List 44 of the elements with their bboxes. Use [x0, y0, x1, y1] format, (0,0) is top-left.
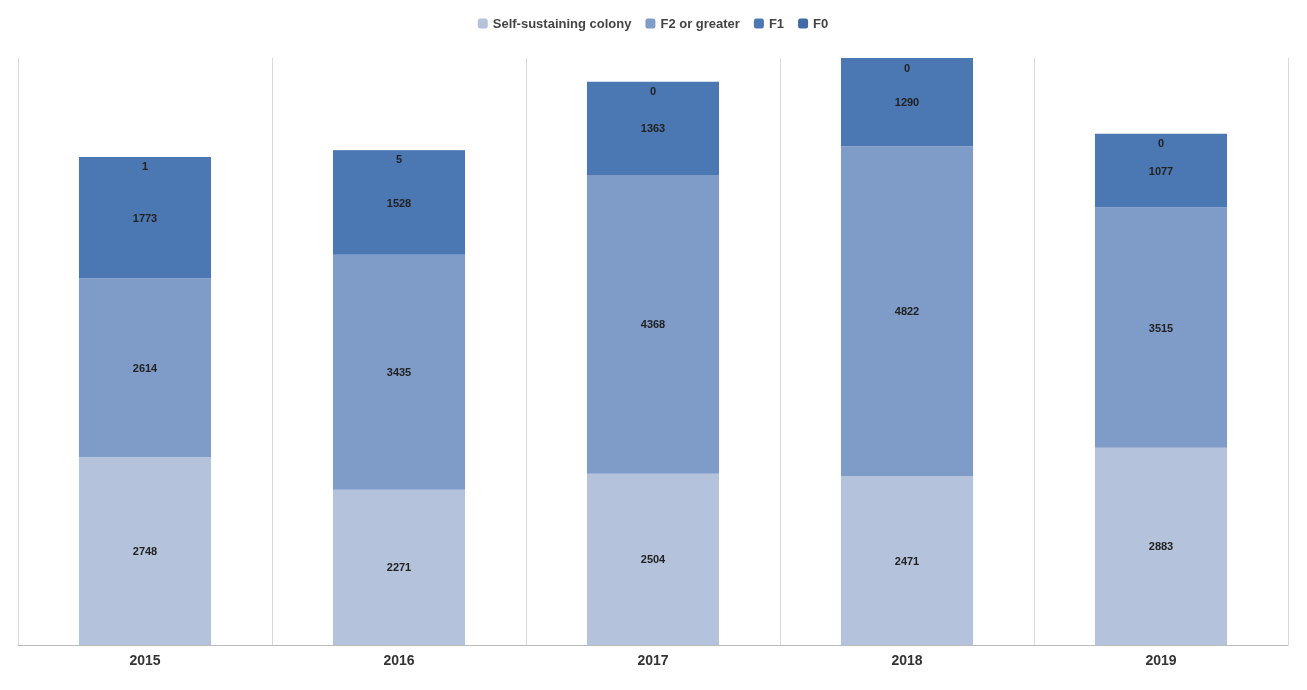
- data-label: 1528: [386, 196, 412, 209]
- data-label: 2748: [132, 545, 158, 558]
- bar: [78, 457, 212, 645]
- data-label: 2271: [386, 561, 412, 574]
- data-label: 0: [903, 61, 911, 74]
- x-tick-label: 2018: [891, 652, 923, 668]
- data-label: 3515: [1148, 321, 1174, 334]
- bar: [78, 278, 212, 458]
- data-label: 1290: [894, 96, 920, 109]
- bar: [1094, 207, 1228, 448]
- data-label: 1: [141, 160, 149, 173]
- data-label: 2883: [1148, 540, 1174, 553]
- data-label: 0: [649, 85, 657, 98]
- x-tick-label: 2016: [383, 652, 415, 668]
- bar: [1094, 133, 1228, 208]
- bar: [332, 150, 466, 255]
- bar: [332, 254, 466, 490]
- bar: [586, 473, 720, 645]
- data-label: 4368: [640, 318, 666, 331]
- data-label: 2504: [640, 553, 667, 566]
- bar: [1094, 447, 1228, 645]
- data-label: 1363: [640, 122, 666, 135]
- bar: [78, 157, 212, 279]
- bar: [586, 175, 720, 474]
- bar: [840, 146, 974, 477]
- data-label: 1077: [1148, 164, 1174, 177]
- x-tick-label: 2015: [129, 652, 161, 668]
- legend-label: F0: [813, 16, 829, 31]
- bar: [840, 476, 974, 645]
- bar: [840, 58, 974, 147]
- legend-label: Self-sustaining colony: [492, 16, 633, 31]
- bar: [332, 489, 466, 645]
- bar: [586, 81, 720, 176]
- x-tick-label: 2019: [1145, 652, 1177, 668]
- x-tick-label: 2017: [637, 652, 669, 668]
- data-label: 5: [395, 153, 403, 166]
- legend-label: F2 or greater: [660, 16, 740, 31]
- data-label: 1773: [132, 211, 158, 224]
- data-label: 3435: [386, 366, 412, 379]
- legend-label: F1: [768, 16, 785, 31]
- data-label: 4822: [894, 305, 920, 318]
- data-label: 0: [1157, 137, 1165, 150]
- data-label: 2471: [894, 554, 920, 567]
- data-label: 2614: [132, 361, 159, 374]
